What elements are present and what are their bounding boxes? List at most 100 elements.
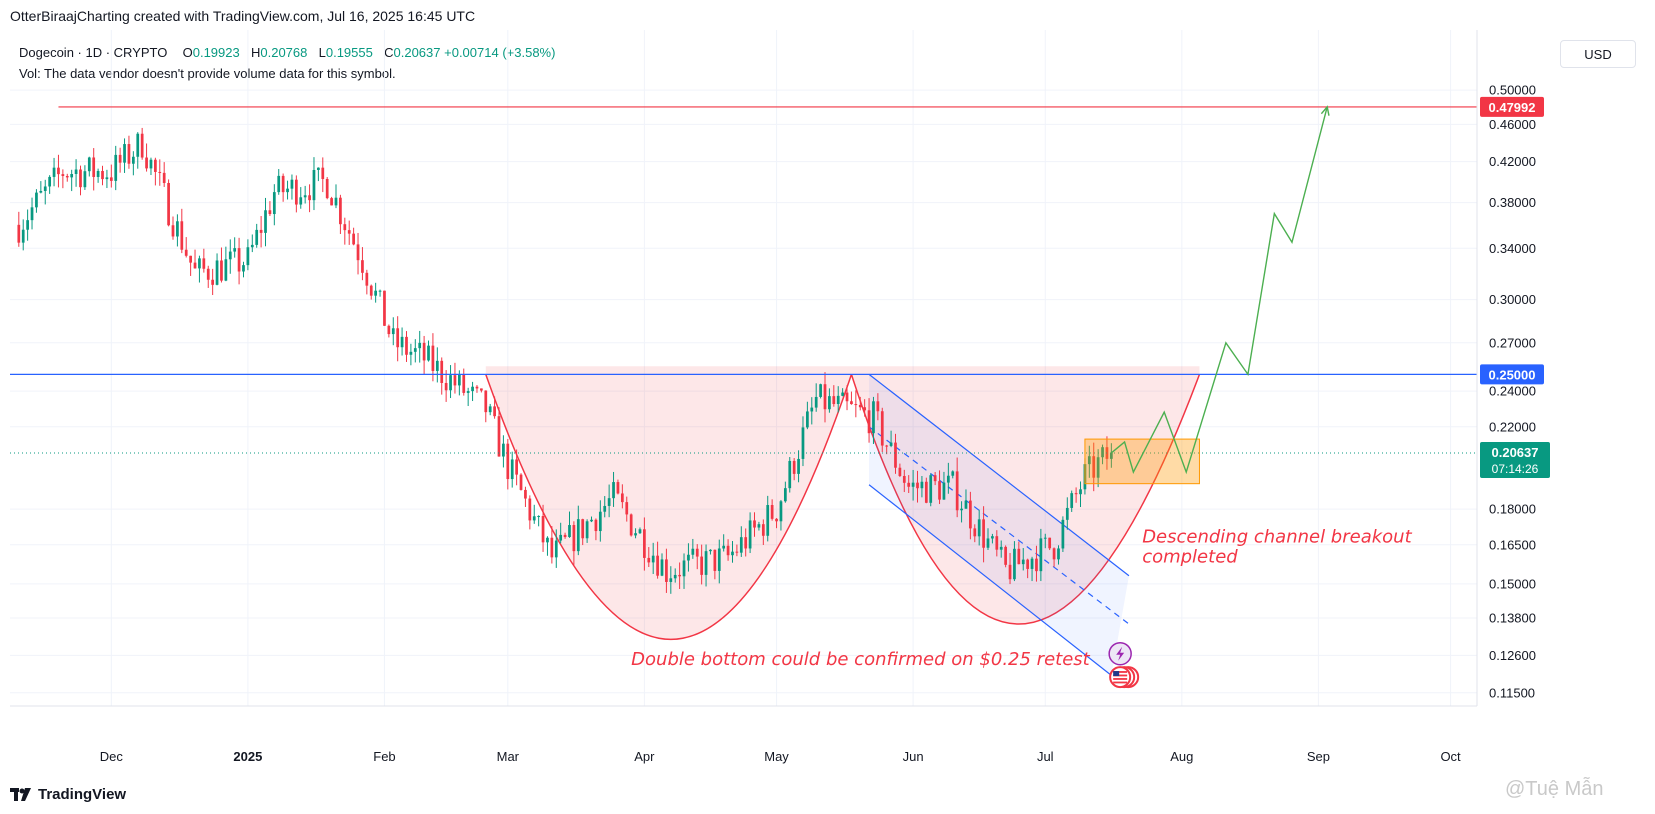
candle-body xyxy=(757,524,761,528)
tradingview-brand: TradingView xyxy=(38,786,127,803)
candle-body xyxy=(823,384,827,410)
candle-body xyxy=(885,445,889,447)
annotation-text: Descending channel breakout xyxy=(1142,526,1412,547)
channel-fill xyxy=(869,374,1129,676)
time-tick-label: Sep xyxy=(1307,749,1330,764)
price-tick-label: 0.12600 xyxy=(1489,648,1536,663)
candle-body xyxy=(656,555,659,576)
resistance-price-tag xyxy=(1480,96,1544,117)
us-flag-circle xyxy=(1109,666,1132,689)
candle-body xyxy=(845,392,849,402)
candle-body xyxy=(797,458,800,474)
channel-lower-line xyxy=(868,484,1112,676)
candle-body xyxy=(770,505,774,519)
candle-body xyxy=(184,249,188,256)
projection-path xyxy=(1110,106,1328,475)
currency-button[interactable]: USD xyxy=(1560,40,1636,68)
candle-body xyxy=(911,482,915,487)
crypto-event-icon xyxy=(1108,641,1132,666)
candle-body xyxy=(695,548,699,557)
price-tick-label: 0.38000 xyxy=(1489,195,1536,210)
candle-body xyxy=(1057,548,1060,560)
candle-body xyxy=(17,224,21,243)
candle-body xyxy=(867,410,871,434)
candle-body xyxy=(744,537,748,549)
candles xyxy=(17,127,1113,594)
high-label: H xyxy=(250,45,261,60)
candle-body xyxy=(48,176,52,187)
candle-body xyxy=(462,374,466,393)
candle-body xyxy=(1030,558,1034,569)
candle-body xyxy=(713,549,717,571)
us-event-icon xyxy=(1109,666,1140,689)
candle-body xyxy=(986,538,990,548)
candle-body xyxy=(440,360,444,383)
candle-body xyxy=(938,481,941,500)
candle-body xyxy=(942,482,946,500)
candle-body xyxy=(1074,493,1078,495)
candle-body xyxy=(1004,546,1007,565)
candle-body xyxy=(1043,537,1047,539)
candle-body xyxy=(290,179,294,189)
candle-body xyxy=(308,195,311,201)
time-tick-label: Jul xyxy=(1037,749,1054,764)
candle-body xyxy=(894,442,897,468)
symbol-title[interactable]: Dogecoin · 1D · CRYPTO xyxy=(19,45,168,60)
candle-body xyxy=(519,474,523,490)
candle-body xyxy=(801,427,805,459)
last-price-tag xyxy=(1480,442,1550,479)
us-flag-stripe xyxy=(1113,678,1128,680)
candle-body xyxy=(541,516,545,543)
candle-body xyxy=(74,169,78,175)
candle-body xyxy=(497,416,501,457)
candle-body xyxy=(1109,453,1113,459)
high-value: 0.20768 xyxy=(260,45,308,60)
candle-body xyxy=(171,225,175,237)
candle-body xyxy=(154,159,157,172)
candle-body xyxy=(422,342,426,361)
candle-body xyxy=(739,537,743,553)
candle-body xyxy=(788,460,792,489)
candle-body xyxy=(735,551,739,553)
candle-body xyxy=(387,325,391,335)
open-value: 0.19923 xyxy=(192,45,240,60)
candle-body xyxy=(665,559,668,582)
candle-body xyxy=(427,345,430,361)
candle-body xyxy=(202,258,206,269)
candle-body xyxy=(493,406,496,417)
candle-body xyxy=(872,401,875,434)
candle-body xyxy=(924,481,928,503)
candle-body xyxy=(220,260,223,281)
candle-body xyxy=(352,233,355,245)
candle-body xyxy=(559,534,563,541)
candle-body xyxy=(969,500,972,529)
candle-body xyxy=(101,170,104,180)
candle-body xyxy=(814,396,818,408)
candle-body xyxy=(828,396,831,410)
candle-body xyxy=(242,265,245,272)
candle-body xyxy=(510,459,514,480)
time-tick-label: Oct xyxy=(1440,749,1461,764)
candle-body xyxy=(237,248,241,272)
candle-body xyxy=(1052,548,1056,560)
candle-body xyxy=(250,244,254,248)
candle-body xyxy=(145,157,148,169)
candle-body xyxy=(383,290,386,326)
candle-body xyxy=(858,404,862,408)
candle-body xyxy=(180,221,184,250)
candle-body xyxy=(259,229,263,233)
candle-body xyxy=(717,548,721,571)
candle-body xyxy=(268,210,272,215)
candle-body xyxy=(57,167,60,175)
candle-body xyxy=(39,190,43,193)
candle-body xyxy=(766,505,770,536)
candle-body xyxy=(343,224,347,231)
candle-body xyxy=(391,328,395,335)
candle-body xyxy=(43,186,47,191)
candle-body xyxy=(92,157,96,177)
candle-body xyxy=(528,498,532,521)
candle-body xyxy=(255,229,259,245)
candle-body xyxy=(929,475,933,503)
tradingview-logo[interactable]: TradingView xyxy=(10,786,126,803)
